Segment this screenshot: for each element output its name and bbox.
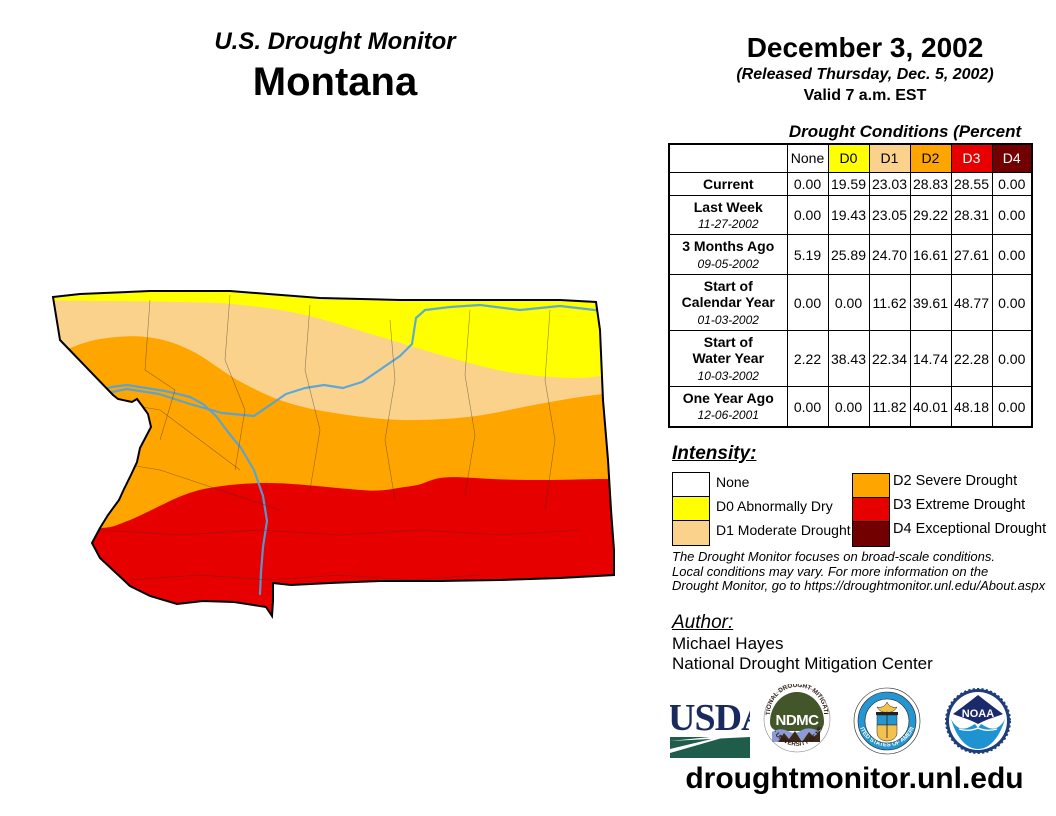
svg-text:USDA: USDA: [670, 697, 750, 739]
svg-text:NOAA: NOAA: [962, 708, 994, 720]
svg-text:NDMC: NDMC: [776, 712, 820, 729]
